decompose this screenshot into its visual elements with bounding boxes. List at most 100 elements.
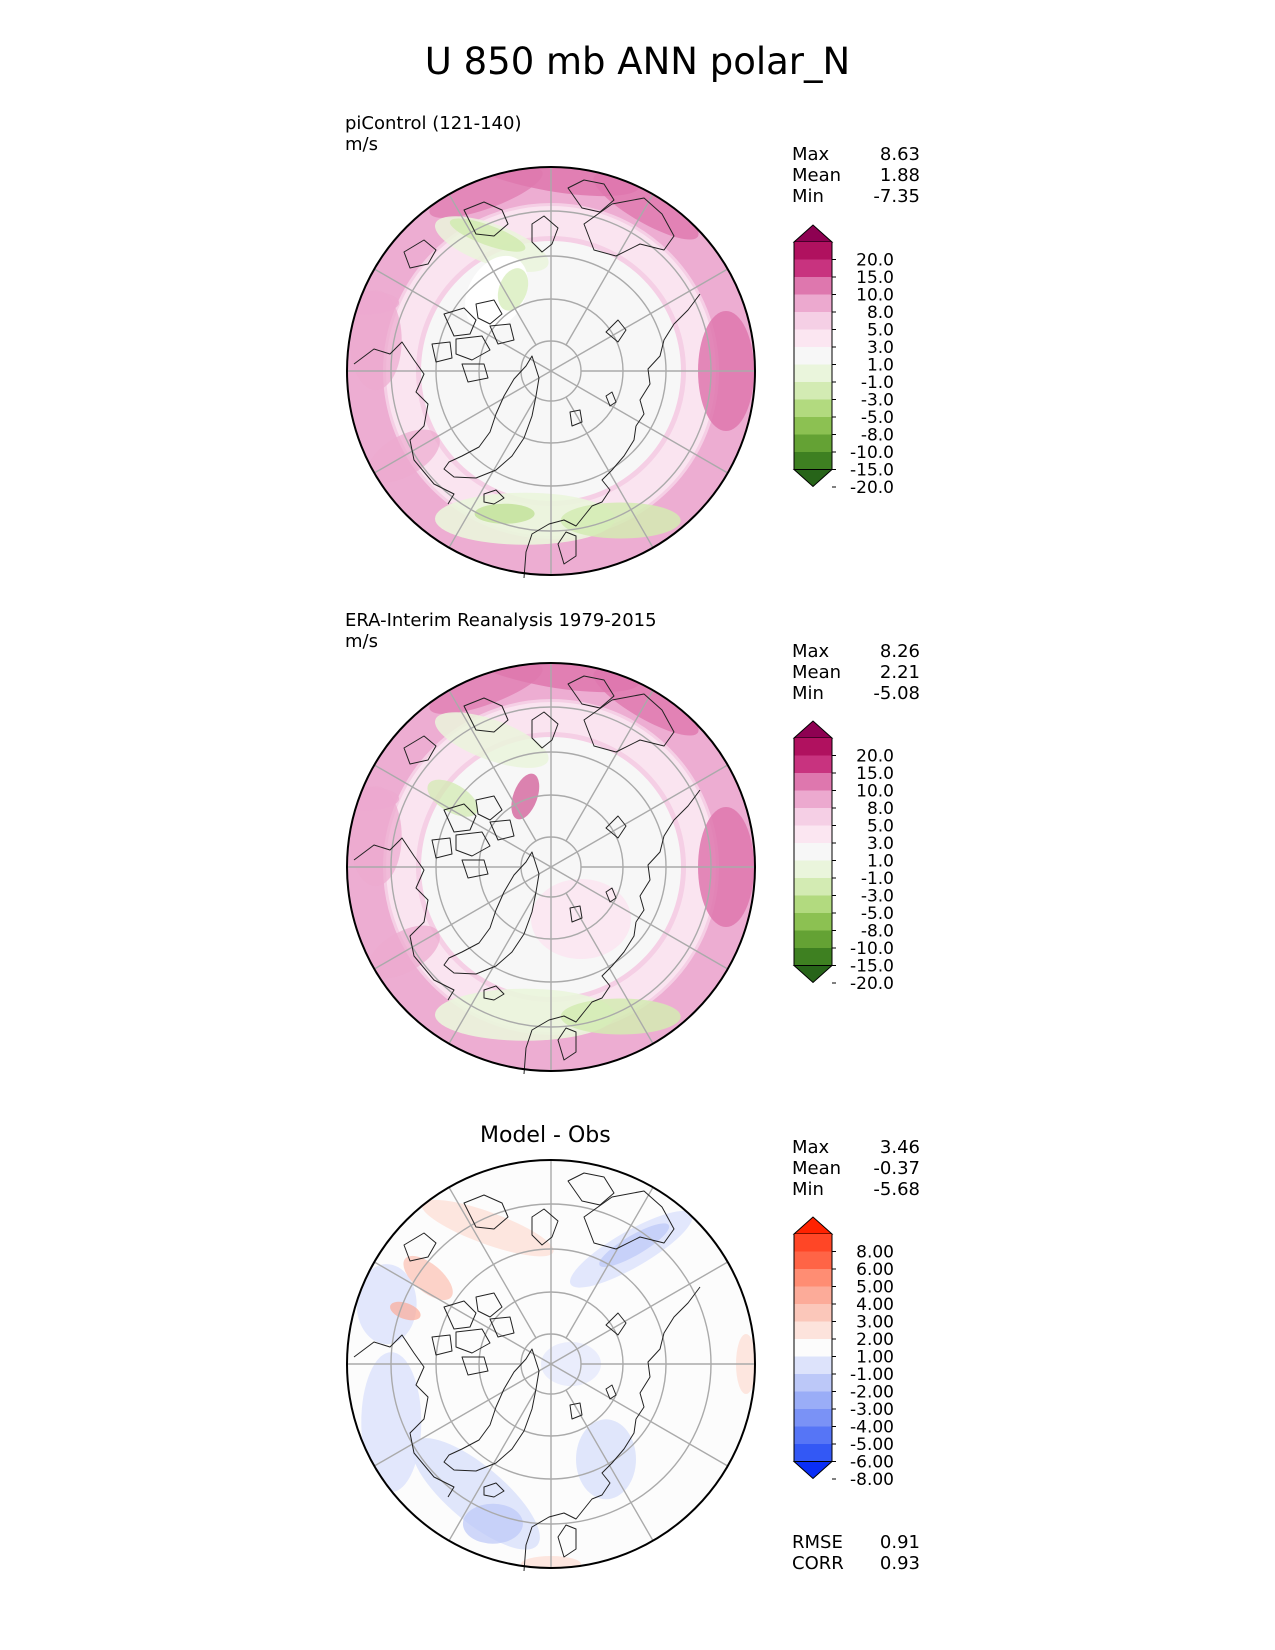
colorbar-extend-max	[792, 720, 834, 739]
colorbar-tick-label: -3.00	[850, 1400, 894, 1420]
colorbar-tick-label: 3.0	[867, 338, 894, 358]
colorbar-tick-label: 8.0	[867, 799, 894, 819]
easterly-area	[435, 988, 615, 1041]
colorbar-segment	[794, 1426, 832, 1445]
coastline	[431, 837, 453, 859]
colorbar-segment	[794, 347, 832, 365]
colorbar-extend-min	[792, 965, 834, 984]
colorbar-segment	[794, 1304, 832, 1322]
colorbar-segment	[794, 417, 832, 435]
coastline	[443, 307, 477, 337]
meridian-line	[448, 892, 537, 1045]
coastline	[583, 1190, 675, 1250]
polar-cross-line	[524, 355, 578, 387]
colorbar-segment	[794, 843, 832, 861]
coastline	[583, 693, 675, 753]
colorbar-segment	[794, 1391, 832, 1410]
panel-title-reference-line1: ERA-Interim Reanalysis 1979-2015	[345, 610, 657, 631]
colorbar-segment	[794, 1234, 832, 1252]
colorbar-tick-label: 3.0	[867, 834, 894, 854]
coastline	[475, 299, 503, 325]
colorbar-tick-label: 5.0	[867, 321, 894, 341]
coastline	[461, 1356, 489, 1376]
jet-max	[347, 290, 400, 315]
meridian-line	[576, 764, 729, 853]
greenland-jet	[511, 773, 540, 820]
stat-corr: CORR 0.93	[792, 1553, 920, 1574]
stat-mean: Mean -0.37	[792, 1158, 920, 1179]
colorbar-tick-label: -5.0	[861, 904, 894, 924]
colorbar-tick-label: 4.00	[856, 1295, 894, 1315]
meridian-line	[565, 193, 654, 346]
graticule	[347, 1160, 755, 1568]
coastline	[353, 837, 455, 1001]
meridian-line	[448, 396, 537, 549]
stats-skill-diff: RMSE 0.91 CORR 0.93	[792, 1532, 920, 1574]
stat-max: Max 8.63	[792, 144, 920, 165]
panel-title-reference: ERA-Interim Reanalysis 1979-2015 m/s	[345, 610, 657, 652]
coastline	[605, 1312, 627, 1336]
polar-map-test	[346, 166, 756, 578]
coastline	[531, 1208, 559, 1246]
meridian-line	[576, 1261, 729, 1350]
colorbar-tick-label: 10.0	[856, 286, 894, 306]
coastline	[443, 1300, 477, 1330]
colorbar-segment	[794, 808, 832, 826]
colorbar-tick-label: -8.00	[850, 1470, 894, 1490]
colorbar-segment	[794, 312, 832, 330]
coastline	[463, 1194, 509, 1230]
colorbar-segment	[794, 755, 832, 774]
coastline	[475, 795, 503, 821]
coastline	[635, 789, 701, 923]
panel-title-test: piControl (121-140) m/s	[345, 113, 521, 155]
coastline	[635, 293, 701, 427]
colorbar-tick-label: 1.00	[856, 1348, 894, 1368]
coastline	[403, 735, 437, 765]
coastline	[489, 819, 515, 841]
colorbar-tick-label: 3.00	[856, 1313, 894, 1333]
map-boundary	[346, 166, 756, 576]
jet-max	[349, 786, 402, 887]
colorbar-segment	[794, 294, 832, 313]
polar-map-reference	[346, 662, 756, 1074]
colorbar-tick-label: -6.00	[850, 1453, 894, 1473]
meridian-line	[448, 689, 537, 842]
coastline	[523, 425, 637, 578]
colorbar-tick-label: -15.0	[850, 957, 894, 977]
meridian-line	[373, 385, 526, 474]
coastline	[461, 363, 489, 383]
colorbar-reference: 20.015.010.08.05.03.01.0-1.0-3.0-5.0-8.0…	[792, 720, 894, 994]
figure-title: U 850 mb ANN polar_N	[424, 40, 851, 83]
colorbar-extend-min	[792, 1461, 834, 1480]
coastline	[567, 1172, 615, 1206]
panel-title-diff: Model - Obs	[480, 1123, 611, 1148]
coastline	[605, 1384, 617, 1400]
stat-max: Max 8.26	[792, 641, 920, 662]
polar-cross-line	[524, 1348, 578, 1380]
coastline	[483, 1482, 505, 1498]
colorbar-tick-label: 20.0	[856, 747, 894, 767]
negative-bias	[541, 1342, 601, 1386]
coastline	[557, 1524, 577, 1558]
easterly-area	[560, 502, 681, 539]
coastline	[463, 201, 509, 237]
coastline	[443, 851, 540, 975]
jet-max	[347, 786, 400, 811]
coastline	[483, 489, 505, 505]
colorbar-tick-label: -2.00	[850, 1383, 894, 1403]
coastline	[557, 531, 577, 565]
colorbar-tick-label: 15.0	[856, 268, 894, 288]
colorbar-tick-label: -1.00	[850, 1365, 894, 1385]
coastline	[605, 319, 627, 343]
easterly-area	[474, 503, 535, 524]
colorbar-tick-label: -20.0	[850, 974, 894, 994]
stat-rmse: RMSE 0.91	[792, 1532, 920, 1553]
coastline	[489, 1316, 515, 1338]
colorbar-tick-label: 20.0	[856, 251, 894, 271]
coastline	[531, 711, 559, 749]
colorbar-extend-max	[792, 224, 834, 243]
colorbar-outline	[793, 738, 833, 966]
colorbar-segment	[794, 382, 832, 400]
coastline	[557, 1027, 577, 1061]
coastline	[569, 905, 583, 923]
